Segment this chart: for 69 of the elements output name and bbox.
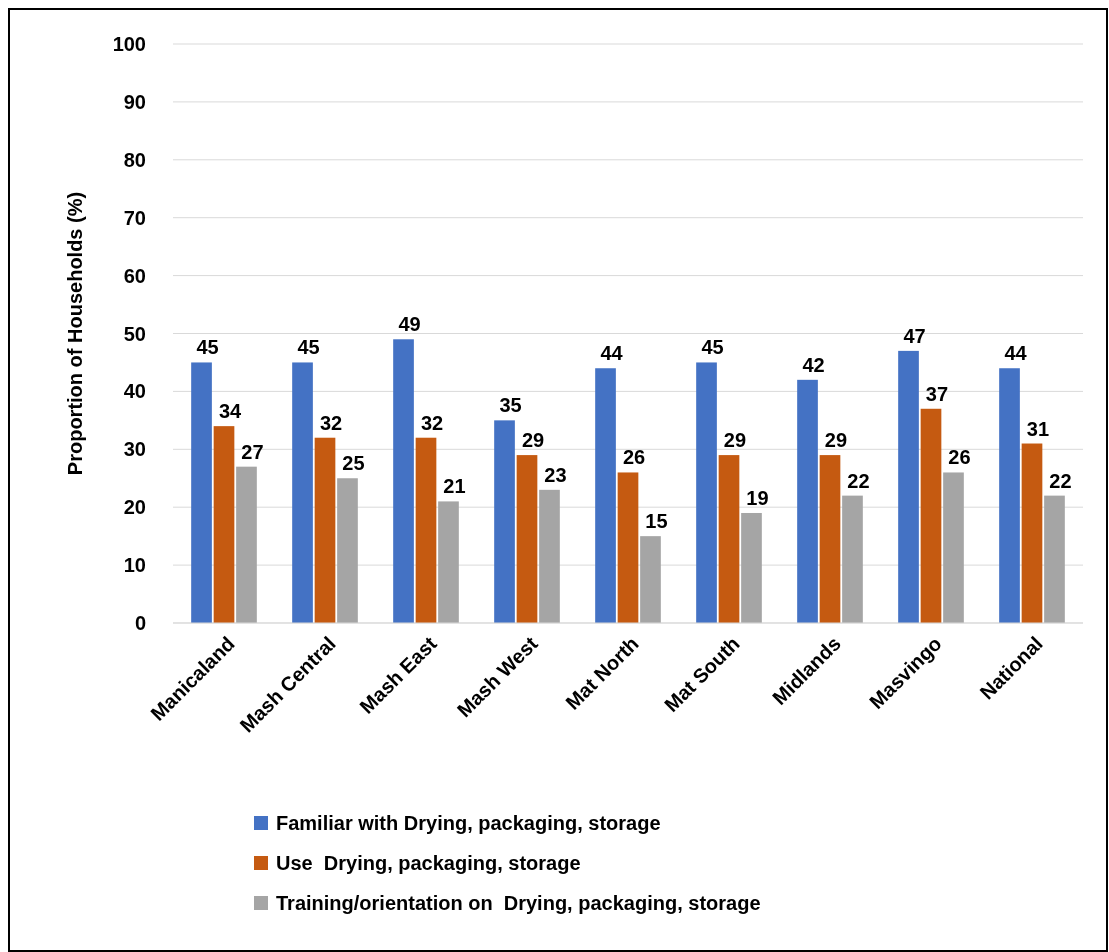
bar — [1021, 443, 1043, 623]
y-tick-label: 40 — [123, 380, 146, 403]
data-label: 44 — [600, 342, 624, 365]
data-label: 45 — [297, 336, 320, 359]
data-label: 45 — [196, 336, 219, 359]
bar — [292, 362, 313, 623]
data-label: 19 — [746, 486, 769, 509]
bar — [842, 495, 863, 623]
data-label: 35 — [499, 394, 522, 417]
y-tick-label: 90 — [123, 90, 146, 113]
bar — [797, 379, 818, 623]
y-tick-label: 30 — [123, 438, 146, 461]
bar — [741, 512, 762, 623]
data-label: 26 — [948, 446, 971, 469]
bar — [696, 362, 717, 623]
data-label: 22 — [1049, 469, 1072, 492]
bar — [943, 472, 964, 623]
bar — [213, 426, 235, 623]
data-label: 27 — [241, 440, 264, 463]
bar — [314, 437, 336, 623]
data-label: 32 — [420, 411, 444, 434]
data-label: 47 — [903, 324, 926, 347]
data-label: 45 — [701, 336, 724, 359]
bar — [718, 455, 740, 623]
bar — [595, 368, 616, 623]
y-tick-label: 70 — [123, 206, 146, 229]
data-label: 31 — [1026, 417, 1050, 440]
data-label: 29 — [521, 429, 545, 452]
y-tick-label: 80 — [123, 148, 146, 171]
y-tick-label: 20 — [123, 496, 146, 519]
data-label: 42 — [802, 353, 825, 376]
legend-label: Familiar with Drying, packaging, storage — [276, 812, 661, 834]
bar — [415, 437, 437, 623]
y-tick-label: 50 — [123, 322, 146, 345]
data-label: 29 — [824, 429, 848, 452]
data-label: 29 — [723, 429, 747, 452]
data-label: 25 — [342, 452, 365, 475]
bar — [236, 466, 257, 623]
bar — [438, 501, 459, 623]
data-label: 37 — [925, 382, 949, 405]
y-tick-label: 10 — [123, 554, 146, 577]
bar — [1044, 495, 1065, 623]
data-label: 22 — [847, 469, 870, 492]
bar — [920, 408, 942, 623]
bar — [819, 455, 841, 623]
legend-label: Use Drying, packaging, storage — [276, 852, 581, 874]
bar — [898, 350, 919, 623]
bar — [393, 339, 414, 623]
bar — [999, 368, 1020, 623]
data-label: 21 — [443, 475, 466, 498]
bar — [516, 455, 538, 623]
data-label: 49 — [398, 313, 421, 336]
bar — [191, 362, 212, 623]
y-axis-title: Proportion of Households (%) — [64, 191, 86, 476]
legend-label: Training/orientation on Drying, packaging, storage — [276, 892, 761, 914]
data-label: 32 — [319, 411, 343, 434]
data-label: 15 — [645, 510, 668, 533]
data-label: 34 — [218, 400, 242, 423]
bar — [539, 489, 560, 623]
bar — [337, 478, 358, 623]
y-tick-label: 100 — [112, 33, 146, 55]
data-label: 23 — [544, 463, 567, 486]
bar — [640, 536, 661, 623]
bar — [494, 420, 515, 623]
bar — [617, 472, 639, 623]
data-label: 26 — [622, 446, 646, 469]
y-tick-label: 60 — [123, 264, 146, 287]
data-label: 44 — [1004, 342, 1028, 365]
y-tick-label: 0 — [134, 612, 146, 634]
